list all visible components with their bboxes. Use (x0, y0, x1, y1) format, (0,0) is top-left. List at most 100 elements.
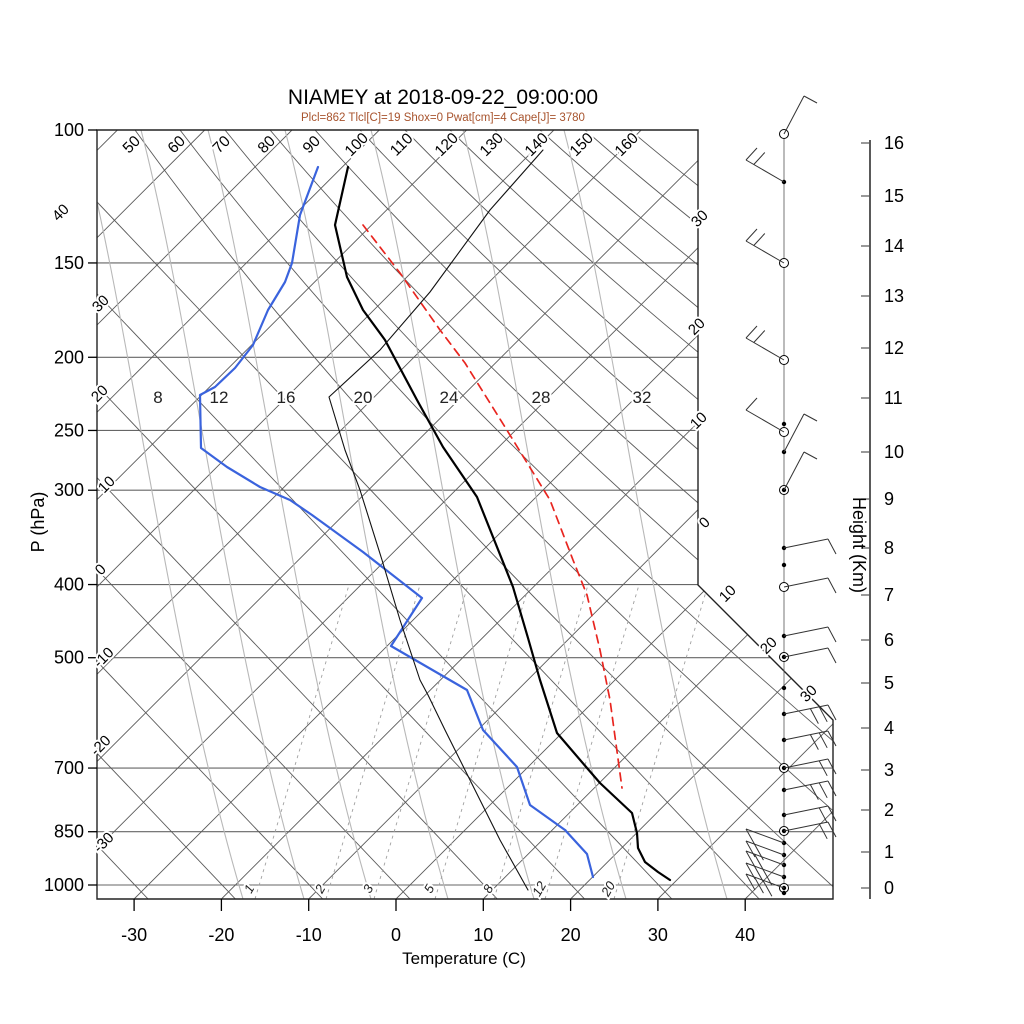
dry-adiabat-line (269, 130, 833, 899)
isotherm-right-label: 20 (757, 634, 781, 658)
height-tick-label: 4 (884, 718, 894, 738)
dry-adiabat-line (224, 130, 833, 899)
mixing-ratio-line (493, 584, 589, 899)
barb-staff (745, 840, 785, 856)
barb-feather (818, 823, 828, 840)
dry-adiabat-line (97, 130, 324, 899)
adiabat-left-label: -10 (90, 644, 117, 671)
moist-adiabat-line (563, 130, 728, 899)
wind-barb (781, 890, 787, 896)
height-tick-label: 11 (884, 388, 903, 408)
plot-frame (88, 129, 871, 911)
wind-barb (745, 828, 787, 846)
temperature-tick-label: -20 (208, 925, 234, 945)
height-tick-label: 9 (884, 489, 894, 509)
barb-dot (781, 685, 787, 691)
barb-staff (783, 805, 829, 816)
isotherm-line (97, 130, 555, 899)
adiabat-top-label: 150 (567, 129, 598, 160)
barb-staff (783, 413, 805, 453)
moist-adiabat-line (207, 130, 372, 899)
wind-barb (781, 805, 837, 824)
barb-staff (783, 704, 829, 715)
wind-barb (781, 704, 837, 724)
moist-adiabat-reference-curve (328, 149, 544, 891)
temperature-axis-title: Temperature (C) (402, 949, 526, 968)
barb-staff (745, 159, 785, 183)
adiabat-left-label: 40 (49, 201, 73, 225)
temperature-curve (333, 165, 672, 882)
barb-feather (753, 152, 766, 165)
dry-adiabat-line (584, 130, 833, 899)
adiabat-left-label: 10 (95, 473, 119, 497)
isotherm-right-label: 30 (688, 207, 712, 231)
barb-feather (745, 325, 758, 339)
dry-adiabat-line (314, 130, 833, 899)
pressure-tick-label: 400 (54, 575, 84, 595)
isotherm-right-label: 10 (716, 582, 740, 606)
adiabat-left-label: 0 (92, 561, 110, 579)
wind-barb-column (745, 95, 837, 897)
wind-barb (745, 397, 789, 437)
barb-dot (781, 421, 787, 427)
isotherm-right-label: 30 (797, 682, 821, 706)
adiabat-top-label: 60 (165, 132, 189, 156)
temperature-tick-label: 20 (561, 925, 581, 945)
moist-adiabat-line (462, 130, 627, 899)
isotherm-line (97, 130, 642, 899)
barb-feather (818, 782, 828, 799)
isotherm-line (221, 130, 833, 899)
dry-adiabat-line (179, 130, 833, 899)
barb-staff (783, 780, 829, 791)
barb-feather (827, 805, 837, 822)
barb-staff (783, 647, 829, 658)
dry-adiabat-line (97, 130, 760, 899)
height-axis-title: Height (Km) (849, 497, 869, 593)
barb-staff (783, 538, 829, 549)
adiabat-top-label: 140 (522, 129, 553, 160)
mixing-ratio-line (254, 584, 350, 899)
wind-barb (781, 413, 818, 455)
mixing-ratio-line (544, 584, 640, 899)
wind-barb (781, 562, 787, 568)
height-tick-label: 6 (884, 630, 894, 650)
barb-feather (809, 784, 819, 800)
temperature-tick-label: 10 (473, 925, 493, 945)
moist-adiabat-label: 24 (440, 388, 459, 407)
barb-feather (827, 538, 837, 555)
adiabat-left-label: 30 (89, 292, 113, 316)
adiabat-top-label: 130 (477, 129, 508, 160)
temperature-tick-label: -30 (121, 925, 147, 945)
barb-dot (781, 890, 787, 896)
dry-adiabat-line (404, 130, 833, 899)
wind-barb (779, 758, 837, 777)
barb-feather (745, 147, 758, 161)
barb-feather (827, 780, 837, 797)
adiabat-left-label: -30 (90, 829, 117, 856)
isotherm-line (97, 130, 380, 899)
height-tick-label: 13 (884, 286, 904, 306)
temperature-tick-label: 0 (391, 925, 401, 945)
barb-feather (745, 873, 756, 891)
pressure-axis-title: P (hPa) (28, 492, 48, 553)
wind-barb (779, 95, 818, 139)
height-tick-label: 8 (884, 538, 894, 558)
moist-adiabat-line (140, 130, 305, 899)
dry-adiabat-line (134, 130, 833, 899)
barb-feather (818, 732, 828, 749)
pressure-tick-label: 100 (54, 120, 84, 140)
adiabat-top-label: 110 (387, 130, 417, 160)
barb-staff (745, 862, 785, 878)
mixing-ratio-line (613, 584, 709, 899)
wind-barb (745, 325, 789, 365)
barb-feather (827, 704, 837, 721)
isotherm-line (133, 130, 833, 899)
barb-staff (745, 873, 785, 889)
moist-adiabat-label: 28 (532, 388, 551, 407)
isotherm-line (97, 130, 729, 899)
barb-feather (827, 821, 837, 838)
dry-adiabat-line (539, 130, 833, 899)
moist-adiabat-line (97, 130, 244, 899)
barb-feather (818, 807, 828, 824)
